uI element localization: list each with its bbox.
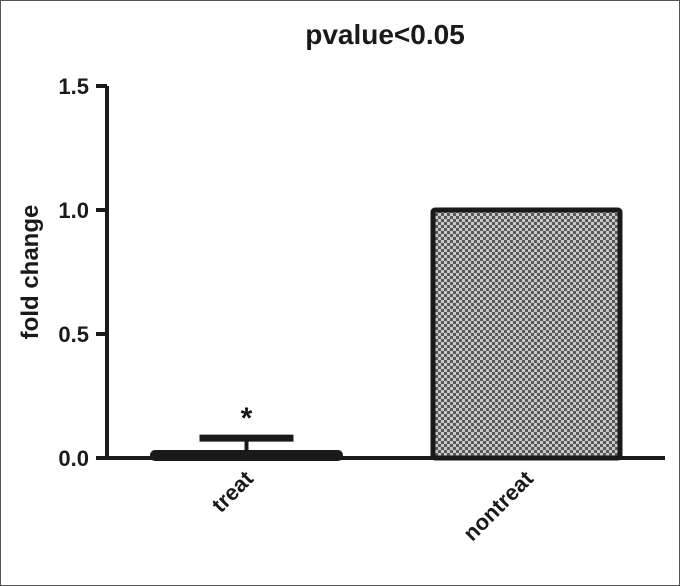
- y-axis-label: fold change: [17, 205, 44, 340]
- x-tick-label-nontreat: nontreat: [458, 465, 538, 545]
- bar-nontreat: [430, 207, 623, 461]
- y-tick-label: 1.0: [58, 198, 89, 223]
- y-tick-label: 0.5: [58, 322, 89, 347]
- chart-title: pvalue<0.05: [305, 19, 465, 50]
- plot-area: 0.0 0.5 1.0 1.5 treat nontreat *: [58, 74, 665, 546]
- x-tick-label-treat: treat: [207, 465, 259, 517]
- y-tick-label: 0.0: [58, 446, 89, 471]
- y-tick-label: 1.5: [58, 74, 89, 99]
- significance-star: *: [241, 402, 253, 435]
